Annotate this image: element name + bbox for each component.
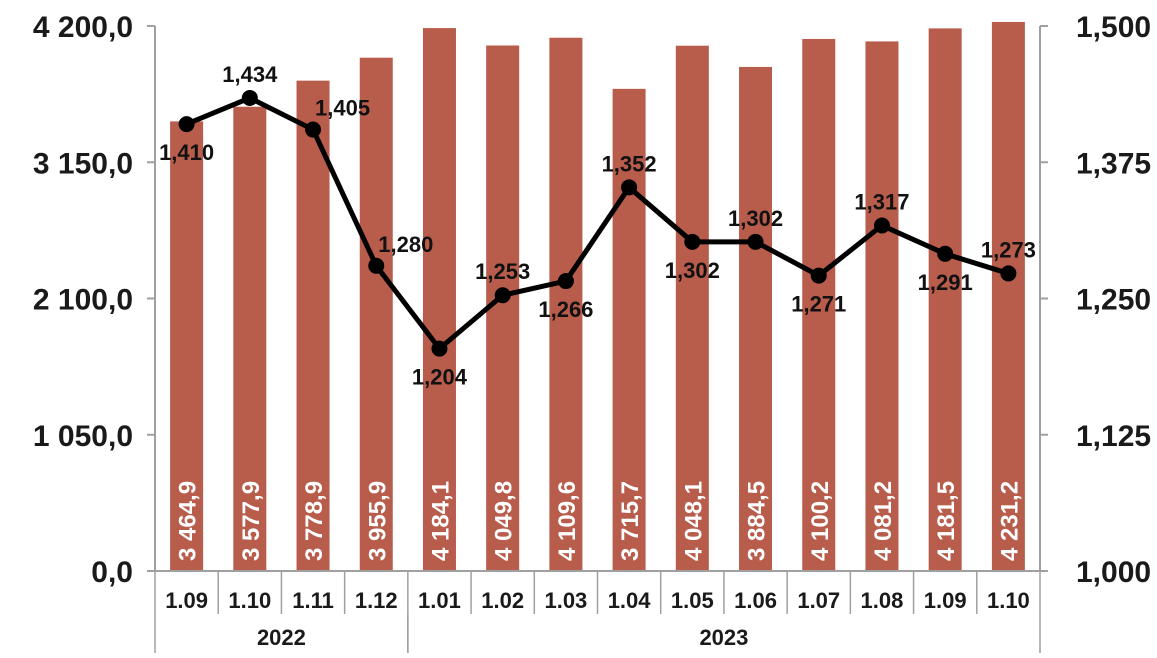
bar-13 <box>991 21 1025 572</box>
bar-7 <box>612 88 646 571</box>
x-tick-label-12: 1.09 <box>924 588 967 613</box>
line-point-label-7: 1,352 <box>602 151 657 176</box>
line-point-2 <box>305 121 322 138</box>
y-left-tick-label-4: 4 200,0 <box>33 11 133 44</box>
bar-2 <box>296 80 330 572</box>
line-point-4 <box>431 340 448 357</box>
x-tick-label-0: 1.09 <box>165 588 208 613</box>
x-tick-label-2: 1.11 <box>292 588 334 613</box>
x-tick-label-4: 1.01 <box>418 588 461 613</box>
year-label-1: 2023 <box>699 625 748 650</box>
line-point-label-12: 1,291 <box>918 270 973 295</box>
line-point-3 <box>368 257 385 274</box>
line-point-label-6: 1,266 <box>538 297 593 322</box>
x-tick-label-10: 1.07 <box>797 588 840 613</box>
bar-value-label-11: 4 081,2 <box>870 481 897 561</box>
line-point-13 <box>1000 265 1017 282</box>
bar-9 <box>739 66 773 571</box>
line-point-7 <box>621 179 638 196</box>
bar-value-label-0: 3 464,9 <box>175 481 202 561</box>
line-point-label-5: 1,253 <box>475 259 530 284</box>
bar-value-label-12: 4 181,5 <box>933 481 960 561</box>
y-left-tick-label-3: 3 150,0 <box>33 147 133 180</box>
y-right-tick-label-3: 1,375 <box>1076 147 1151 180</box>
x-tick-label-3: 1.12 <box>355 588 398 613</box>
line-point-8 <box>684 233 701 250</box>
bar-10 <box>802 38 836 571</box>
line-point-0 <box>178 116 195 133</box>
x-tick-label-11: 1.08 <box>861 588 904 613</box>
x-tick-label-8: 1.05 <box>671 588 714 613</box>
bar-value-label-10: 4 100,2 <box>807 481 834 561</box>
line-point-label-3: 1,280 <box>378 232 433 257</box>
bar-value-label-6: 4 109,6 <box>554 481 581 561</box>
y-left-tick-label-2: 2 100,0 <box>33 284 133 317</box>
bar-value-label-1: 3 577,9 <box>238 481 265 561</box>
bar-11 <box>865 41 899 572</box>
line-point-label-4: 1,204 <box>412 365 468 390</box>
bar-value-label-2: 3 778,9 <box>301 481 328 561</box>
line-point-5 <box>494 287 511 304</box>
x-tick-label-5: 1.02 <box>481 588 524 613</box>
x-tick-label-7: 1.04 <box>608 588 652 613</box>
bar-value-label-7: 3 715,7 <box>617 481 644 561</box>
x-tick-label-1: 1.10 <box>228 588 271 613</box>
bar-3 <box>359 57 393 572</box>
bar-8 <box>675 45 709 572</box>
y-right-tick-label-4: 1,500 <box>1076 11 1151 44</box>
x-tick-label-6: 1.03 <box>544 588 587 613</box>
line-point-label-10: 1,271 <box>791 292 846 317</box>
year-label-0: 2022 <box>257 625 306 650</box>
line-point-9 <box>747 233 764 250</box>
y-right-tick-label-2: 1,250 <box>1076 284 1151 317</box>
line-point-label-0: 1,410 <box>159 140 214 165</box>
bar-value-label-9: 3 884,5 <box>744 481 771 561</box>
bar-6 <box>549 37 583 572</box>
y-left-tick-label-0: 0,0 <box>91 556 133 589</box>
line-point-label-9: 1,302 <box>728 206 783 231</box>
bar-5 <box>486 45 520 572</box>
y-right-tick-label-1: 1,125 <box>1076 420 1151 453</box>
y-right-tick-label-0: 1,000 <box>1076 556 1151 589</box>
bar-value-label-8: 4 048,1 <box>680 481 707 561</box>
bar-value-label-13: 4 231,2 <box>996 481 1023 561</box>
line-point-label-1: 1,434 <box>222 62 278 87</box>
line-point-label-8: 1,302 <box>665 258 720 283</box>
line-point-12 <box>937 245 954 262</box>
line-series-path <box>185 95 1010 352</box>
bar-value-label-3: 3 955,9 <box>364 481 391 561</box>
x-tick-label-13: 1.10 <box>987 588 1030 613</box>
line-point-10 <box>810 267 827 284</box>
line-point-11 <box>873 217 890 234</box>
bar-value-label-5: 4 049,8 <box>491 481 518 561</box>
line-point-label-11: 1,317 <box>854 189 909 214</box>
line-point-1 <box>241 89 258 106</box>
bar-value-label-4: 4 184,1 <box>427 481 454 561</box>
bar-4 <box>422 28 456 571</box>
line-point-6 <box>557 273 574 290</box>
bar-0 <box>170 121 204 572</box>
x-tick-label-9: 1.06 <box>734 588 777 613</box>
y-left-tick-label-1: 1 050,0 <box>33 420 133 453</box>
line-point-label-13: 1,273 <box>981 237 1036 262</box>
bar-1 <box>233 106 267 571</box>
bar-12 <box>928 28 962 572</box>
line-point-label-2: 1,405 <box>315 96 370 121</box>
